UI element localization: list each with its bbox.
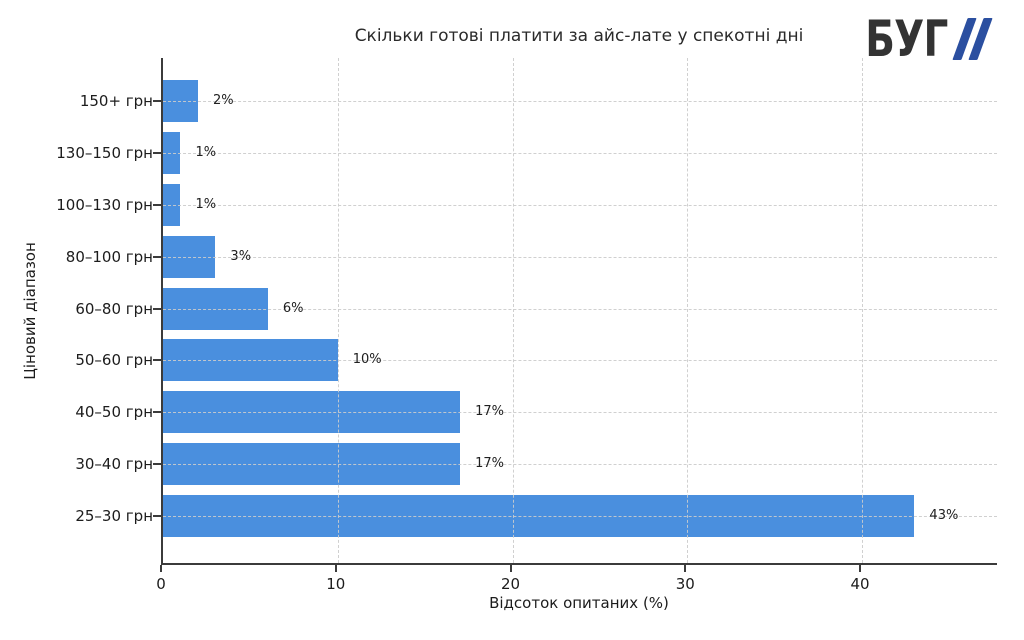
y-tick-mark <box>153 515 161 517</box>
x-gridline <box>512 58 514 563</box>
bar-value-label: 1% <box>195 196 217 212</box>
x-axis-label: Відсоток опитаних (%) <box>489 594 669 612</box>
y-tick-label: 130–150 грн <box>56 143 153 162</box>
plot-area: 2% 1% 1% 3% 6% 10% 17% 17% 43% <box>161 58 997 565</box>
y-tick-mark <box>153 100 161 102</box>
y-tick-label: 50–60 грн <box>75 351 153 370</box>
y-gridline <box>163 152 997 154</box>
brand-logo: БУГ <box>842 10 993 68</box>
brand-logo-text: БУГ <box>865 10 949 68</box>
bar-value-label: 6% <box>282 300 304 316</box>
brand-slashes-icon <box>952 18 993 60</box>
x-tick-mark <box>334 565 337 572</box>
y-tick-label: 60–80 грн <box>75 299 153 318</box>
x-tick-label: 40 <box>850 575 870 593</box>
bar-value-label: 43% <box>929 508 959 523</box>
y-tick-label: 40–50 грн <box>75 403 153 422</box>
x-tick-mark <box>509 565 512 572</box>
x-tick-label: 10 <box>326 575 346 593</box>
y-gridline <box>163 308 997 310</box>
y-tick-label: 150+ грн <box>79 92 153 110</box>
bar-value-label: 17% <box>475 404 504 420</box>
y-gridline <box>163 256 997 258</box>
x-gridline <box>862 58 863 563</box>
y-gridline <box>163 101 997 102</box>
y-tick-label: 100–130 грн <box>56 195 153 214</box>
y-tick-mark <box>153 151 161 154</box>
y-axis-label: Ціновий діапазон <box>21 242 39 380</box>
bar-value-label: 1% <box>195 144 217 160</box>
y-tick-mark <box>153 203 161 206</box>
y-tick-mark <box>153 463 161 466</box>
y-gridline <box>163 516 997 517</box>
y-tick-label: 25–30 грн <box>75 507 153 525</box>
x-gridline <box>337 58 339 563</box>
chart-title: Скільки готові платити за айс-лате у спе… <box>354 26 804 46</box>
y-tick-mark <box>153 307 161 310</box>
x-tick-label: 20 <box>500 575 521 593</box>
bar-value-label: 10% <box>352 352 382 368</box>
y-gridline <box>163 412 997 414</box>
x-tick-mark <box>160 565 162 572</box>
x-tick-label: 30 <box>675 575 695 593</box>
y-gridline <box>163 464 997 466</box>
bar-value-label: 17% <box>475 456 504 472</box>
x-tick-mark <box>684 565 687 572</box>
y-tick-mark <box>153 359 161 362</box>
x-gridline <box>687 58 689 563</box>
bar-value-label: 3% <box>230 248 252 264</box>
y-tick-label: 30–40 грн <box>75 455 153 474</box>
bar-value-label: 2% <box>212 93 234 108</box>
x-tick-mark <box>859 565 861 572</box>
y-tick-mark <box>153 411 161 414</box>
y-gridline <box>163 360 997 362</box>
x-tick-label: 0 <box>156 575 166 593</box>
y-gridline <box>163 204 997 206</box>
y-tick-label: 80–100 грн <box>65 247 153 266</box>
y-tick-mark <box>153 255 161 258</box>
